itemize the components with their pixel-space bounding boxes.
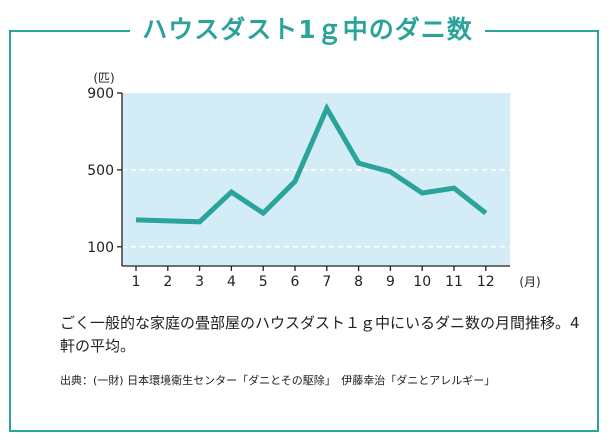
x-tick-label-8: 8 [354,274,363,290]
axes [117,92,510,271]
source-note: 出典：(一財) 日本環境衛生センター「ダニとその駆除」 伊藤幸治「ダニとアレルギ… [60,374,496,387]
y-tick-label-500: 500 [87,163,114,179]
x-tick-label-5: 5 [259,274,268,290]
x-tick-label-10: 10 [413,274,431,290]
y-tick-label-900: 900 [87,86,114,102]
x-tick-label-4: 4 [227,274,236,290]
x-tick-label-2: 2 [163,274,172,290]
series [135,102,488,225]
y-tick-labels: 100 500 900 [87,86,114,256]
x-tick-label-1: 1 [132,274,141,290]
title-wrap: ハウスダスト1ｇ中のダニ数 [0,14,615,46]
y-tick-label-100: 100 [87,240,114,256]
x-tick-label-9: 9 [386,274,395,290]
x-axis-label: (月) [519,275,540,289]
caption: ごく一般的な家庭の畳部屋のハウスダスト１ｇ中にいるダニ数の月間推移。4軒の平均。 [60,314,580,355]
x-tick-labels: 1 2 3 4 5 6 7 8 9 10 11 12 [132,274,495,290]
series-line [135,102,488,225]
y-axis-label: (匹) [93,71,114,85]
gridlines [122,169,510,248]
x-tick-label-12: 12 [477,274,495,290]
x-tick-label-3: 3 [195,274,204,290]
plot-background [122,93,510,266]
x-tick-label-7: 7 [322,274,331,290]
x-tick-label-11: 11 [445,274,463,290]
chart-title: ハウスダスト1ｇ中のダニ数 [130,14,485,46]
x-tick-label-6: 6 [291,274,300,290]
